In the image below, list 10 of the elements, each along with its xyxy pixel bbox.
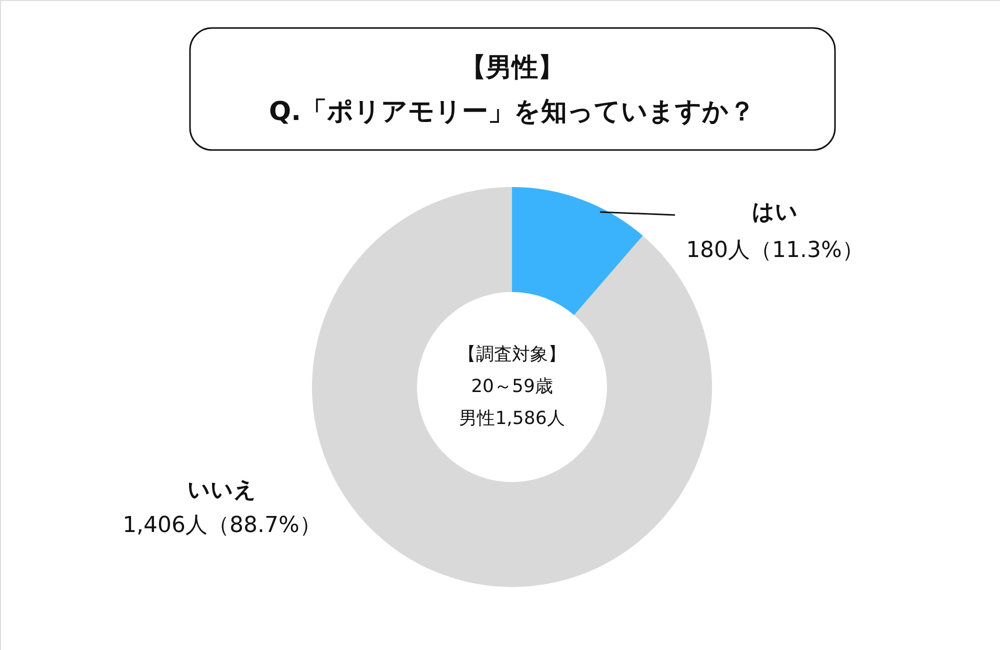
text: 【調査対象】: [458, 344, 566, 365]
text: 20～59歳: [471, 376, 553, 397]
slice-label: いいえ: [188, 478, 256, 503]
text: 男性1,586人: [459, 408, 565, 429]
data-label: 1,406人（88.7%）: [122, 513, 322, 538]
chart-title: 【男性】: [460, 53, 564, 83]
chart-subtitle: Q.「ポリアモリー」を知っていますか？: [269, 97, 755, 127]
donut-slice: [512, 187, 643, 316]
slice-label: はい: [752, 200, 798, 225]
data-label: 180人（11.3%）: [686, 238, 864, 263]
